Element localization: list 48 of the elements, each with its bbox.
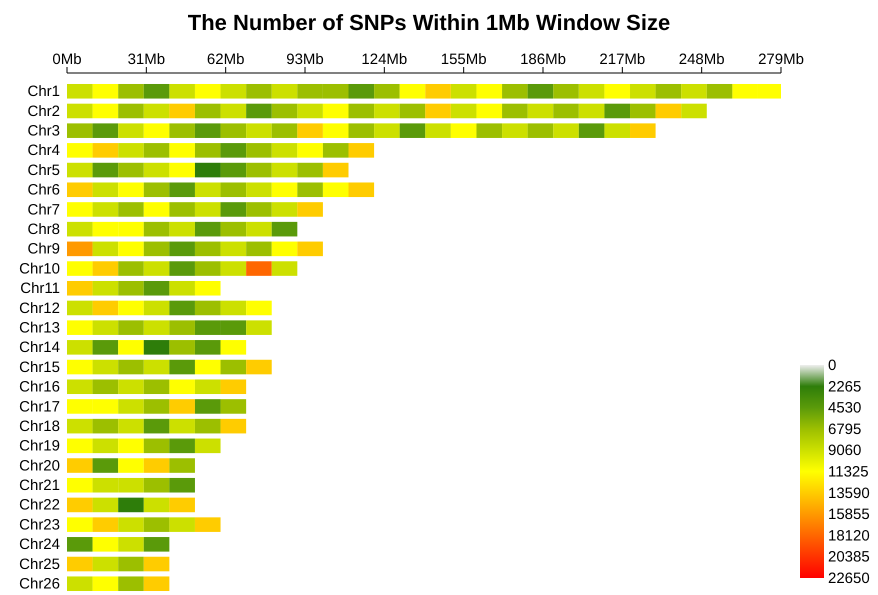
- y-tick-label: Chr11: [20, 280, 60, 298]
- y-tick-label: Chr20: [19, 457, 60, 474]
- y-tick-label: Chr9: [27, 240, 60, 258]
- color-bar-label: 22650: [828, 570, 870, 587]
- x-tick-label: 279Mb: [758, 51, 804, 68]
- y-tick-label: Chr1: [27, 83, 60, 100]
- y-tick-label: Chr7: [27, 201, 60, 218]
- color-bar-label: 9060: [828, 442, 862, 460]
- x-tick-label: 186Mb: [520, 51, 566, 68]
- x-tick-label: 124Mb: [361, 51, 408, 68]
- y-tick-label: Chr24: [19, 536, 60, 554]
- y-tick-label: Chr10: [19, 260, 60, 278]
- y-tick-label: Chr2: [27, 102, 60, 120]
- y-tick-label: Chr5: [27, 162, 60, 179]
- y-tick-label: Chr19: [19, 438, 60, 455]
- y-tick-label: Chr13: [19, 319, 60, 336]
- y-tick-label: Chr16: [19, 378, 60, 396]
- y-tick-label: Chr22: [19, 496, 60, 514]
- y-tick-label: Chr23: [19, 516, 60, 534]
- y-tick-label: Chr17: [19, 398, 60, 416]
- y-tick-label: Chr25: [19, 556, 60, 573]
- color-bar-label: 6795: [828, 420, 862, 438]
- x-tick-label: 0Mb: [52, 51, 82, 68]
- x-tick-label: 93Mb: [286, 51, 324, 68]
- chart-title: The Number of SNPs Within 1Mb Window Size: [188, 10, 670, 35]
- y-tick-label: Chr15: [19, 358, 60, 376]
- y-tick-label: Chr21: [19, 477, 60, 494]
- x-tick-label: 31Mb: [128, 51, 166, 68]
- x-tick-label: 248Mb: [678, 51, 725, 68]
- color-bar-label: 2265: [828, 378, 862, 396]
- x-tick-label: 62Mb: [206, 51, 244, 68]
- y-tick-label: Chr26: [19, 576, 60, 593]
- y-tick-label: Chr12: [19, 300, 60, 317]
- y-tick-label: Chr3: [27, 122, 60, 140]
- x-tick-label: 217Mb: [599, 51, 646, 68]
- y-tick-label: Chr6: [27, 182, 60, 199]
- color-bar-label: 0: [828, 357, 836, 374]
- y-tick-label: Chr4: [27, 142, 60, 160]
- x-tick-label: 155Mb: [440, 51, 487, 68]
- color-bar-label: 13590: [828, 484, 870, 502]
- color-bar-label: 11325: [828, 464, 869, 480]
- color-bar-label: 4530: [828, 400, 862, 417]
- y-tick-label: Chr8: [27, 220, 60, 238]
- y-tick-label: Chr14: [19, 339, 60, 356]
- color-bar-label: 18120: [828, 527, 870, 544]
- y-tick-label: Chr18: [19, 418, 60, 435]
- color-bar-label: 20385: [828, 548, 870, 566]
- color-bar-label: 15855: [828, 506, 870, 524]
